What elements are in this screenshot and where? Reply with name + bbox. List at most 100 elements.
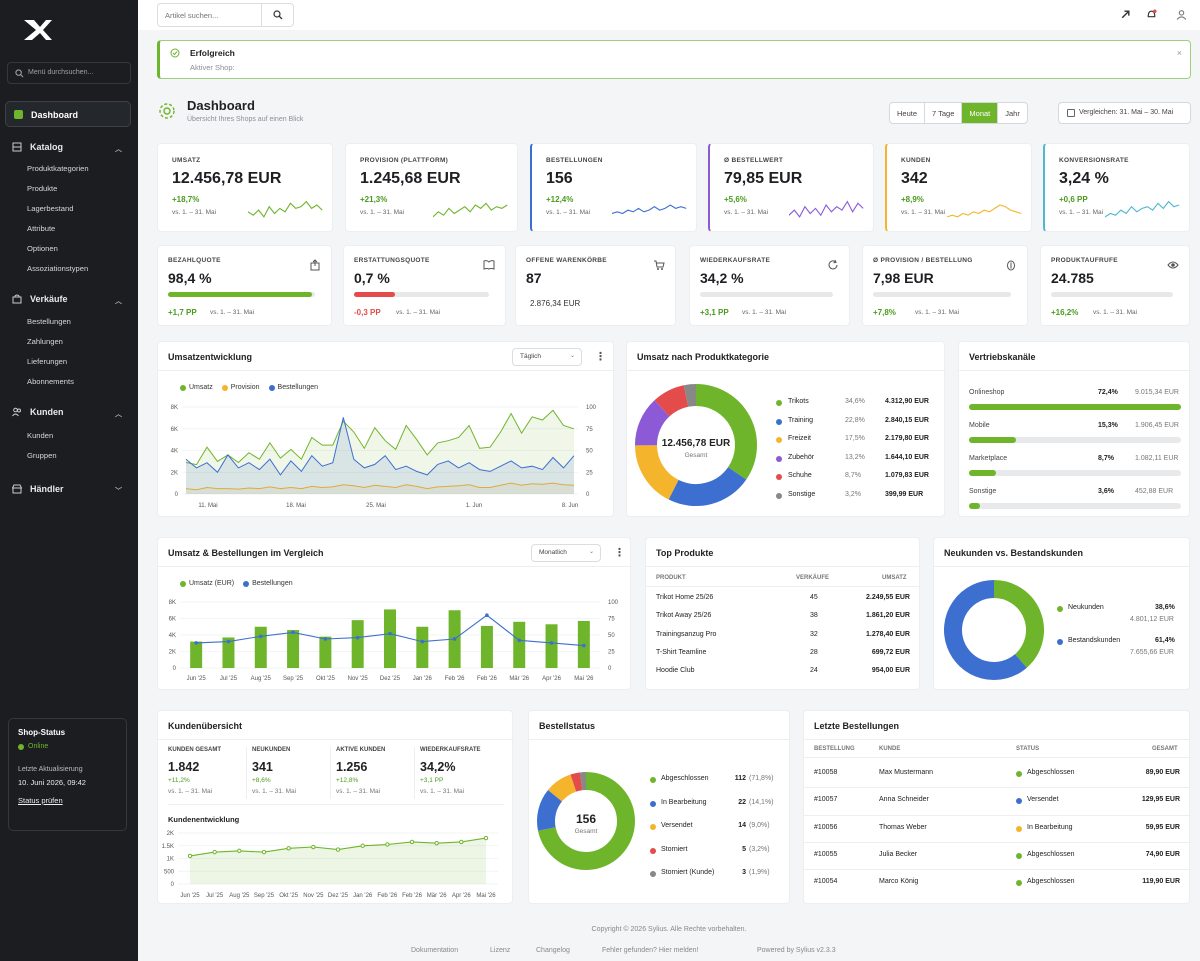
sparkline-series — [612, 204, 687, 215]
order-id[interactable]: #10054 — [814, 878, 838, 886]
interval-select[interactable]: Täglich ⌄ — [512, 348, 582, 366]
order-id[interactable]: #10055 — [814, 850, 838, 858]
sidebar-item-assoziationstypen[interactable]: Assoziationstypen — [27, 264, 89, 273]
sidebar-section-verkaeufe[interactable]: Verkäufe ︿ — [12, 294, 128, 305]
sidebar-item-kunden[interactable]: Kunden — [27, 431, 54, 440]
sidebar-item-dashboard[interactable]: Dashboard — [5, 101, 131, 127]
kpi-change: -0,3 PP — [354, 308, 381, 317]
order-status: Versendet — [1027, 796, 1059, 804]
x-tick-label: Jul '25 — [220, 676, 238, 682]
x-tick-label: Jun '25 — [187, 676, 207, 682]
footer-link-lizenz[interactable]: Lizenz — [490, 947, 511, 954]
sidebar-item-optionen[interactable]: Optionen — [27, 244, 58, 253]
donut-slice — [570, 772, 583, 792]
status-dot-icon — [1016, 825, 1022, 832]
series-area — [186, 417, 574, 494]
order-id[interactable]: #10058 — [814, 769, 838, 776]
more-icon[interactable]: ⋮ — [595, 351, 606, 363]
customer-name: Julia Becker — [879, 850, 918, 858]
series-point — [323, 637, 328, 641]
brand-logo[interactable] — [22, 16, 122, 42]
x-tick-label: Nov '25 — [348, 676, 369, 682]
donut-total-label: Gesamt — [574, 828, 598, 835]
footer-link-changelog[interactable]: Changelog — [536, 947, 570, 954]
segment-percent: 38,6% — [1155, 604, 1175, 611]
x-tick-label: 18. Mai — [286, 503, 306, 509]
external-link-icon[interactable] — [1120, 9, 1131, 20]
order-id[interactable]: #10056 — [814, 823, 838, 831]
menu-search-input[interactable]: Menü durchsuchen... — [7, 62, 131, 84]
sidebar-section-katalog[interactable]: Katalog ︿ — [12, 142, 128, 153]
series-point — [286, 846, 291, 851]
sidebar-item-lagerbestand[interactable]: Lagerbestand — [27, 204, 74, 213]
sidebar-item-attribute[interactable]: Attribute — [27, 224, 56, 233]
footer-link-dokumentation[interactable]: Dokumentation — [411, 947, 459, 954]
stat-change: +3,1 PP — [420, 777, 444, 784]
product-search-input[interactable] — [158, 4, 261, 26]
period-monat[interactable]: Monat — [962, 103, 999, 123]
close-icon[interactable]: × — [1176, 48, 1182, 58]
legend-dot-icon — [650, 871, 656, 877]
legend-dot-icon — [776, 400, 782, 406]
customer-donut-chart — [944, 580, 1044, 680]
stat-change: +12,8% — [336, 777, 359, 784]
online-indicator: Online — [18, 743, 117, 750]
legend-dot-icon — [776, 418, 782, 425]
status-check-link[interactable]: Status prüfen — [18, 796, 63, 805]
status-count: 3 — [742, 869, 746, 876]
search-button[interactable] — [261, 4, 293, 26]
chevron-down-icon: ⌄ — [569, 353, 575, 359]
more-icon[interactable]: ⋮ — [614, 547, 625, 559]
footer-link-report[interactable]: Fehler gefunden? Hier melden! — [602, 947, 699, 954]
kpi-value: 98,4 % — [168, 270, 212, 286]
sidebar-item-produkte[interactable]: Produkte — [27, 184, 58, 193]
kpi-period: vs. 1. – 31. Mai — [546, 209, 591, 216]
kpi-period: vs. 1. – 31. Mai — [901, 209, 946, 216]
interval-select[interactable]: Monatlich ⌄ — [531, 544, 601, 562]
donut-slice — [695, 384, 757, 480]
bar — [480, 625, 493, 668]
product-sales: 32 — [810, 630, 818, 638]
period-jahr[interactable]: Jahr — [1005, 109, 1020, 118]
series-point — [517, 638, 522, 643]
kpi-period: vs. 1. – 31. Mai — [915, 309, 960, 316]
comparison-card: Umsatz & Bestellungen im Vergleich Monat… — [157, 537, 632, 690]
category-name: Zubehör — [788, 453, 815, 461]
order-id[interactable]: #10057 — [814, 796, 838, 804]
kpi-change: +5,6% — [724, 195, 747, 204]
kpi-progress-fill — [168, 292, 312, 297]
order-status-card: Bestellstatus 156 Gesamt Abgeschlossen 11… — [528, 710, 791, 904]
sidebar-item-bestellungen[interactable]: Bestellungen — [27, 317, 71, 326]
series-point — [452, 637, 457, 641]
category-name: Freizeit — [788, 435, 811, 442]
channel-progress-fill — [969, 503, 980, 509]
period-heute[interactable]: Heute — [890, 103, 926, 123]
online-label: Online — [28, 743, 49, 750]
user-icon[interactable] — [1176, 9, 1187, 20]
sidebar-section-haendler[interactable]: Händler ﹀ — [12, 484, 128, 495]
sidebar-item-abonnements[interactable]: Abonnements — [27, 377, 74, 386]
category-percent: 3,2% — [845, 490, 861, 498]
sidebar-item-lieferungen[interactable]: Lieferungen — [27, 357, 68, 366]
bell-icon[interactable] — [1146, 9, 1157, 20]
product-name: Hoodie Club — [656, 667, 695, 675]
x-tick-label: Okt '25 — [279, 893, 298, 899]
period-7-tage[interactable]: 7 Tage — [925, 103, 963, 123]
sidebar-section-label: Kunden — [30, 407, 64, 417]
donut-slice — [654, 385, 689, 417]
legend-dot-icon — [1057, 639, 1063, 645]
x-tick-label: Mai '26 — [476, 893, 496, 899]
gear-icon — [159, 103, 175, 119]
sidebar-item-zahlungen[interactable]: Zahlungen — [27, 337, 63, 346]
sparkline-series — [947, 204, 1022, 218]
kpi-value: 156 — [546, 170, 573, 187]
x-tick-label: Dez '25 — [328, 893, 349, 899]
channel-percent: 15,3% — [1098, 422, 1118, 429]
y-tick-label: 2K — [167, 831, 174, 837]
menu-search-placeholder: Menü durchsuchen... — [28, 69, 94, 76]
kpi-subvalue: 2.876,34 EUR — [530, 299, 581, 308]
compare-date-button[interactable]: Vergleichen: 31. Mai – 30. Mai — [1058, 102, 1191, 124]
sidebar-section-kunden[interactable]: Kunden ︿ — [12, 407, 128, 418]
sidebar-item-produktkategorien[interactable]: Produktkategorien — [27, 164, 89, 173]
sidebar-item-gruppen[interactable]: Gruppen — [27, 451, 57, 460]
